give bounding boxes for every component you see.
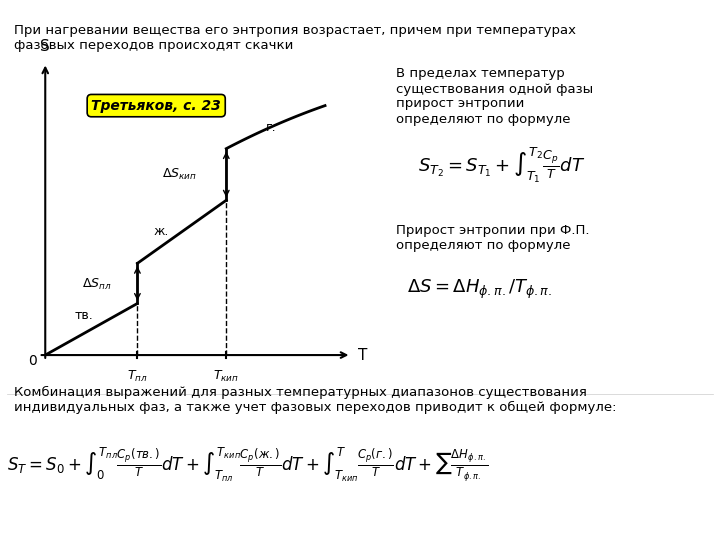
Text: $S_{T_2} = S_{T_1} + \int_{T_1}^{T_2} \frac{C_p}{T} dT$: $S_{T_2} = S_{T_1} + \int_{T_1}^{T_2} \f…	[418, 146, 585, 185]
Text: 0: 0	[27, 354, 37, 368]
Text: Третьяков, с. 23: Третьяков, с. 23	[91, 99, 221, 113]
Text: Прирост энтропии при Ф.П.
определяют по формуле: Прирост энтропии при Ф.П. определяют по …	[396, 224, 590, 252]
Text: Комбинация выражений для разных температурных диапазонов существования
индивидуа: Комбинация выражений для разных температ…	[14, 386, 617, 414]
Text: $S_T = S_0 + \int_{0}^{T_{пл}} \frac{C_p(тв.)}{T} dT + \int_{T_{пл}}^{T_{кип}} \: $S_T = S_0 + \int_{0}^{T_{пл}} \frac{C_p…	[7, 446, 489, 484]
Text: S: S	[40, 39, 50, 54]
Text: $\Delta S_{кип}$: $\Delta S_{кип}$	[162, 167, 197, 182]
Text: T: T	[358, 348, 367, 362]
Text: тв.: тв.	[75, 309, 94, 322]
Text: $\Delta S = \Delta H_{\phi.\pi.}/T_{\phi.\pi.}$: $\Delta S = \Delta H_{\phi.\pi.}/T_{\phi…	[407, 278, 552, 301]
Text: $T_{пл}$: $T_{пл}$	[127, 369, 148, 384]
Text: $\Delta S_{пл}$: $\Delta S_{пл}$	[81, 277, 111, 292]
Text: При нагревании вещества его энтропия возрастает, причем при температурах
фазовых: При нагревании вещества его энтропия воз…	[14, 24, 577, 52]
Text: В пределах температур
существования одной фазы
прирост энтропии
определяют по фо: В пределах температур существования одно…	[396, 68, 593, 125]
Text: ж.: ж.	[154, 225, 169, 238]
Text: г.: г.	[266, 122, 276, 134]
Text: $T_{кип}$: $T_{кип}$	[213, 369, 239, 384]
